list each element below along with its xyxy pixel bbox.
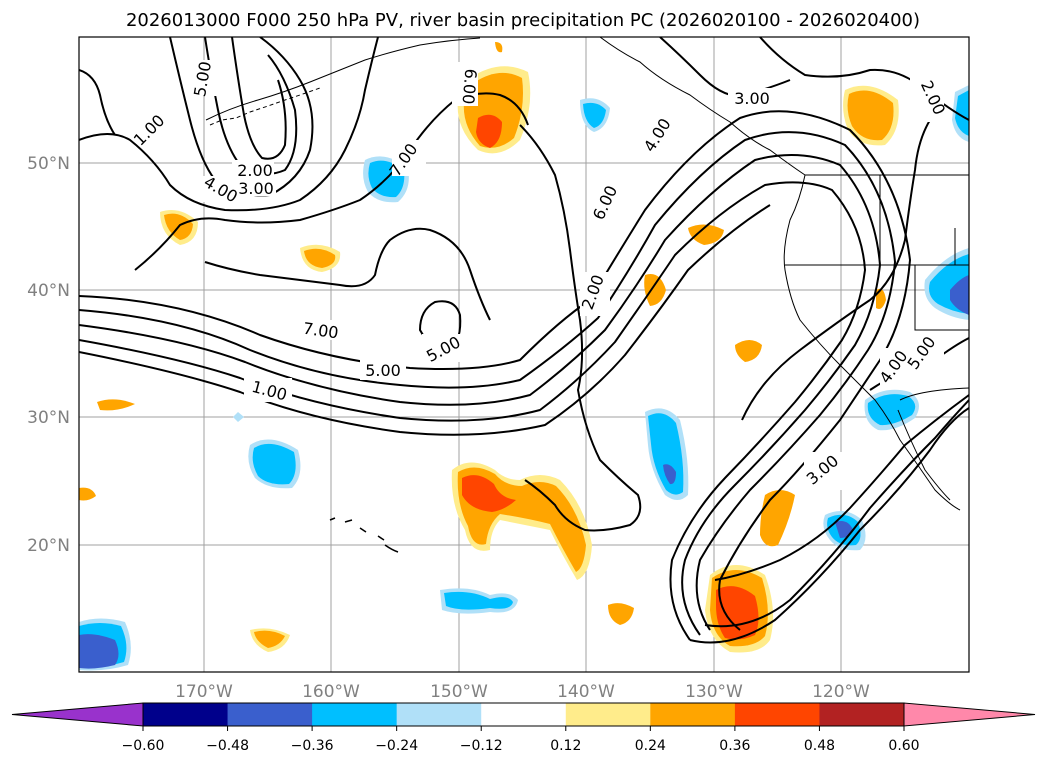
pv-contour-2 (79, 131, 897, 631)
colorbar-tick-label: −0.48 (206, 738, 249, 754)
aleutian-coast (205, 37, 481, 121)
colorbar-tick-label: 0.48 (804, 738, 835, 754)
colorbar-tick-label: 0.24 (635, 738, 666, 754)
colorbar-extend-high (904, 703, 1035, 726)
pv-contour-17 (689, 407, 969, 644)
lat-label-20n: 20°N (27, 536, 70, 556)
pv-contour-15 (659, 37, 791, 97)
state-borders (879, 175, 969, 331)
lat-label-30n: 30°N (27, 408, 70, 428)
lon-label-170w: 170°W (175, 682, 233, 702)
colorbar-tick-label: −0.36 (291, 738, 334, 754)
pv-contour-20 (741, 119, 931, 421)
pv-contour-3 (79, 154, 882, 636)
map-panel: 5.00 1.00 2.00 3.00 4.00 6.00 7.00 6.00 … (27, 36, 970, 702)
pv-contour-5 (79, 204, 771, 436)
colorbar-tick-label: 0.36 (719, 738, 750, 754)
colorbar-tick-label: −0.12 (460, 738, 503, 754)
colorbar-segment (396, 703, 482, 726)
pv-contour-10 (231, 37, 287, 160)
us-mexico-border (899, 387, 969, 401)
pv-contour-6 (79, 37, 379, 212)
colorbar-segment (481, 703, 567, 726)
colorbar-segment (143, 703, 229, 726)
colorbar-tick-label: −0.60 (122, 738, 165, 754)
pv-contour-14 (519, 124, 642, 532)
colorbar-extend-low (12, 703, 143, 726)
contour-label-c10: 3.00 (734, 89, 770, 108)
colorbar-tick-label: 0.60 (888, 738, 919, 754)
colorbar-segment (819, 703, 905, 726)
lon-label-150w: 150°W (430, 682, 488, 702)
lat-label-40n: 40°N (27, 281, 70, 301)
colorbar-segment (650, 703, 736, 726)
colorbar-segment (565, 703, 651, 726)
pv-contour-19 (714, 394, 969, 581)
contour-label-c15: 5.00 (365, 361, 401, 380)
colorbar-tick-label: 0.12 (550, 738, 581, 754)
hawaii-islands (329, 517, 399, 553)
contour-label-c13: 7.00 (302, 319, 340, 343)
colorbar-segment (227, 703, 313, 726)
pv-contour-labels: 5.00 1.00 2.00 3.00 4.00 6.00 7.00 6.00 … (130, 60, 949, 490)
lat-label-50n: 50°N (27, 154, 70, 174)
colorbar: −0.60 −0.48 −0.36 −0.24 −0.12 0.12 0.24 0.36 0.4… (11, 702, 1036, 754)
colorbar-segment (734, 703, 820, 726)
pv-contour-18 (704, 399, 969, 628)
lon-label-120w: 120°W (812, 682, 870, 702)
precip-blob-gulf-alaska (457, 66, 531, 154)
map-frame (78, 36, 970, 673)
pv-contour-7 (79, 69, 116, 136)
pv-contour-12 (204, 227, 491, 321)
colorbar-outline-right (903, 702, 1036, 727)
figure-title: 2026013000 F000 250 hPa PV, river basin … (126, 10, 920, 31)
lon-label-160w: 160°W (302, 682, 360, 702)
precip-fills (79, 42, 969, 671)
lon-label-130w: 130°W (685, 682, 743, 702)
na-west-coast (599, 37, 961, 511)
lat-labels: 50°N 40°N 30°N 20°N (27, 154, 70, 556)
baja-coast (897, 409, 951, 501)
pv-contour-4 (79, 181, 867, 641)
lon-label-140w: 140°W (557, 682, 615, 702)
precip-blob-subtropic-150w (451, 462, 592, 580)
coastlines (205, 37, 969, 553)
contour-label-c4: 3.00 (238, 179, 274, 198)
precip-cool-fills (79, 85, 969, 671)
pv-contour-11 (134, 92, 529, 271)
colorbar-tick-label: −0.24 (375, 738, 418, 754)
colorbar-segment (312, 703, 398, 726)
contour-label-c3: 2.00 (237, 161, 273, 180)
aleutian-islands (209, 87, 321, 126)
precip-small-warm (79, 42, 899, 652)
lon-labels: 170°W 160°W 150°W 140°W 130°W 120°W (175, 682, 870, 702)
contour-label-c6: 6.00 (458, 68, 480, 105)
map-background (79, 37, 969, 672)
